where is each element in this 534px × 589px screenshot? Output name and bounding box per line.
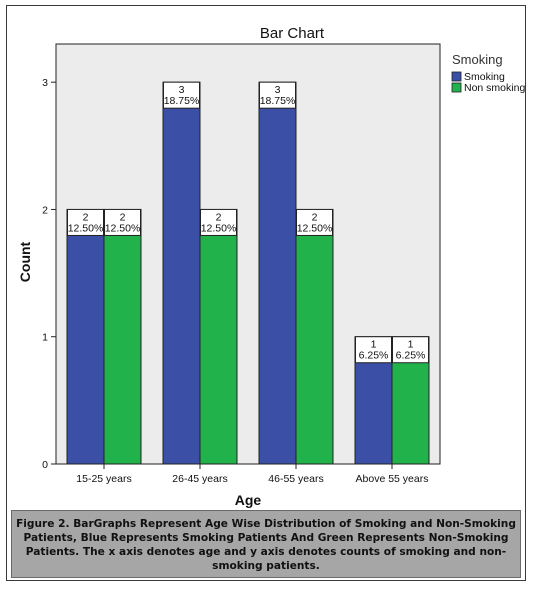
data-label-count: 1 [371, 339, 377, 351]
legend-title: Smoking [452, 52, 503, 67]
data-label-percent: 6.25% [396, 350, 426, 362]
chart-title: Bar Chart [260, 25, 325, 42]
x-axis: 15-25 years 26-45 years 46-55 years Above 5… [76, 464, 428, 485]
data-label-count: 3 [179, 84, 185, 96]
data-label-count: 1 [408, 339, 414, 351]
figure-caption: Figure 2. BarGraphs Represent Age Wise D… [11, 510, 521, 578]
data-label-percent: 18.75% [164, 95, 200, 107]
bar [295, 208, 334, 465]
y-tick-label: 0 [42, 459, 48, 471]
data-label-count: 2 [312, 211, 318, 223]
data-label-percent: 12.50% [201, 222, 237, 234]
x-tick-label: 15-25 years [76, 473, 131, 485]
data-label-count: 2 [83, 211, 89, 223]
x-tick-label: Above 55 years [356, 473, 429, 485]
data-label-count: 2 [120, 211, 126, 223]
data-label-box [355, 336, 392, 364]
y-axis-label: Count [17, 241, 33, 282]
bar [258, 81, 297, 465]
data-label-percent: 12.50% [68, 222, 104, 234]
data-label-percent: 18.75% [260, 95, 296, 107]
data-label-count: 3 [275, 84, 281, 96]
y-tick-label: 1 [42, 332, 48, 344]
bars-layer: 212.50%212.50%318.75%212.50%318.75%212.5… [66, 81, 430, 465]
data-label-box [200, 208, 237, 236]
legend-label: Smoking [464, 71, 505, 83]
x-tick-label: 46-55 years [268, 473, 323, 485]
data-label-percent: 12.50% [105, 222, 141, 234]
legend-label: Non smoking [464, 82, 525, 94]
data-label-box [296, 208, 333, 236]
y-tick-label: 2 [42, 204, 48, 216]
y-tick-label: 3 [42, 77, 48, 89]
data-label-box [104, 208, 141, 236]
y-axis: 0 1 2 3 [42, 77, 56, 471]
bar [103, 208, 142, 465]
x-tick-label: 26-45 years [172, 473, 227, 485]
data-label-box [163, 81, 200, 109]
bar [199, 208, 238, 465]
legend-swatch [451, 82, 462, 93]
data-label-box [392, 336, 429, 364]
bar [66, 208, 105, 465]
data-label-percent: 6.25% [359, 350, 389, 362]
data-label-count: 2 [216, 211, 222, 223]
bar [162, 81, 201, 465]
legend-swatch [451, 71, 462, 82]
data-label-box [259, 81, 296, 109]
bar-chart: Bar Chart 212.50%212.50%318.75%212.50%31… [17, 25, 525, 508]
x-axis-label: Age [235, 492, 262, 508]
data-label-percent: 12.50% [297, 222, 333, 234]
